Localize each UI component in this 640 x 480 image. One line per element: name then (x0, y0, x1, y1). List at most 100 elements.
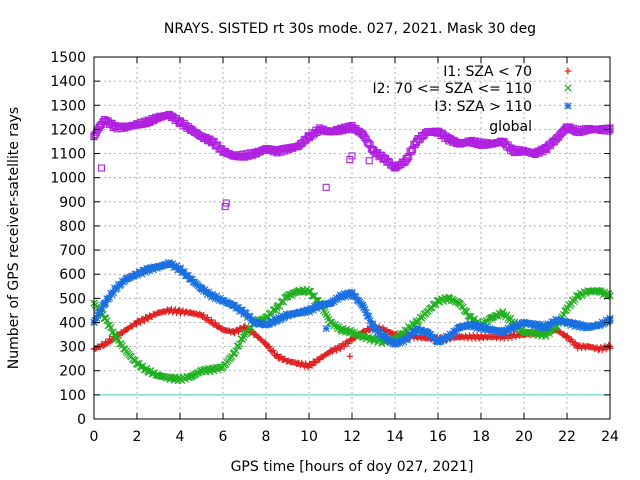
chart-title: NRAYS. SISTED rt 30s mode. 027, 2021. Ma… (164, 21, 536, 37)
trace-point-i3-sza-110 (465, 322, 474, 330)
trace-point-i1-sza-70 (337, 345, 344, 352)
trace-point-i1-sza-70 (341, 343, 348, 350)
trace-point-i1-sza-70 (99, 342, 107, 349)
trace-point-i3-sza-110 (472, 322, 480, 330)
trace-point-global (403, 154, 412, 162)
y-tick-label: 900 (59, 195, 86, 211)
y-tick-label: 1100 (50, 147, 86, 163)
trace-point-i3-sza-110 (212, 292, 221, 300)
trace-point-i3-sza-110 (380, 331, 388, 339)
trace-point-i3-sza-110 (91, 316, 99, 325)
trace-point-i2-70-sza-110 (491, 312, 499, 320)
trace-point-i1-sza-70 (344, 340, 352, 347)
trace-point-i3-sza-110 (445, 333, 453, 342)
trace-point-i3-sza-110 (399, 338, 408, 346)
trace-point-i3-sza-110 (203, 290, 212, 298)
global-outlier-point (365, 157, 373, 165)
legend-label-2: I2: 70 <= SZA <= 110 (372, 81, 532, 97)
trace-point-i3-sza-110 (442, 332, 450, 340)
legend-marker-1 (564, 67, 572, 75)
trace-point-i3-sza-110 (536, 320, 544, 328)
trace-point-i2-70-sza-110 (280, 298, 288, 306)
trace-point-i1-sza-70 (262, 339, 269, 346)
x-axis-label: GPS time [hours of doy 027, 2021] (231, 459, 474, 475)
trace-point-i1-sza-70 (103, 340, 111, 347)
global-outlier-point (221, 203, 229, 211)
y-tick-label: 1400 (50, 74, 86, 90)
trace-point-i1-sza-70 (137, 319, 144, 326)
trace-point-i3-sza-110 (550, 318, 559, 326)
trace-point-i1-sza-70 (268, 348, 276, 355)
trace-point-i3-sza-110 (477, 325, 485, 333)
trace-point-i3-sza-110 (407, 332, 415, 340)
global-outlier-point (97, 164, 106, 172)
trace-point-i3-sza-110 (278, 312, 286, 320)
trace-point-i3-sza-110 (481, 325, 489, 334)
trace-point-i3-sza-110 (365, 312, 373, 321)
global-outlier-point (322, 183, 330, 191)
trace-point-i1-sza-70 (204, 314, 211, 321)
trace-point-i3-sza-110 (209, 290, 217, 298)
trace-point-i3-sza-110 (361, 305, 369, 313)
x-tick-label: 10 (300, 429, 318, 445)
trace-point-i3-sza-110 (180, 268, 188, 276)
trace-point-i1-sza-70 (235, 328, 242, 335)
trace-point-i3-sza-110 (281, 313, 289, 321)
trace-point-i1-sza-70 (308, 362, 316, 369)
series-3 (90, 258, 614, 348)
trace-point-i2-70-sza-110 (285, 291, 293, 299)
trace-point-i1-sza-70 (307, 361, 314, 368)
trace-point-i3-sza-110 (505, 327, 514, 335)
trace-point-i3-sza-110 (434, 336, 443, 344)
trace-point-i3-sza-110 (94, 312, 102, 320)
trace-point-i1-sza-70 (605, 342, 612, 349)
x-tick-label: 8 (262, 429, 271, 445)
i1-outlier-point (346, 353, 354, 360)
global-outlier-point (348, 152, 356, 160)
x-tick-label: 6 (219, 429, 228, 445)
trace-point-i3-sza-110 (496, 327, 504, 335)
legend-marker-2 (564, 84, 572, 92)
x-tick-label: 18 (472, 429, 490, 445)
y-tick-label: 200 (59, 364, 86, 380)
trace-point-i1-sza-70 (208, 316, 215, 324)
legend-marker-3 (564, 102, 572, 110)
trace-point-i3-sza-110 (513, 323, 521, 331)
trace-point-i3-sza-110 (105, 294, 114, 302)
trace-point-global (407, 147, 415, 156)
y-tick-label: 1500 (50, 50, 86, 66)
x-tick-label: 4 (176, 429, 185, 445)
y-tick-label: 100 (59, 388, 86, 404)
trace-point-i2-70-sza-110 (232, 347, 240, 355)
trace-point-i3-sza-110 (362, 309, 370, 317)
trace-point-i3-sza-110 (579, 324, 587, 332)
y-tick-label: 500 (59, 291, 86, 307)
outliers (97, 152, 373, 360)
x-tick-label: 20 (515, 429, 533, 445)
trace-point-i3-sza-110 (269, 318, 277, 326)
legend-label-1: I1: SZA < 70 (443, 64, 532, 80)
x-tick-label: 24 (601, 429, 619, 445)
trace-point-i3-sza-110 (352, 293, 360, 301)
trace-point-i2-70-sza-110 (139, 362, 147, 370)
trace-point-i3-sza-110 (274, 313, 283, 321)
trace-point-i3-sza-110 (602, 316, 610, 324)
axis-ticks: 0 2 4 6 8 10 12 14 16 18 20 22 240100200300400500600… (50, 50, 619, 445)
trace-point-i3-sza-110 (403, 335, 412, 344)
series-4 (90, 110, 614, 172)
y-axis-label: Number of GPS receiver-satellite rays (6, 107, 22, 369)
trace-point-i3-sza-110 (265, 320, 274, 328)
trace-point-i1-sza-70 (200, 311, 207, 319)
trace-point-i3-sza-110 (340, 289, 348, 298)
x-tick-label: 16 (429, 429, 447, 445)
trace-point-i3-sza-110 (358, 301, 366, 309)
trace-point-i3-sza-110 (184, 271, 192, 280)
trace-point-i3-sza-110 (501, 328, 510, 336)
trace-point-i3-sza-110 (473, 324, 481, 332)
legend-label-4: global (489, 119, 532, 135)
x-tick-label: 22 (558, 429, 576, 445)
trace-point-i1-sza-70 (107, 338, 114, 345)
trace-point-i3-sza-110 (273, 317, 281, 325)
trace-point-i3-sza-110 (605, 317, 613, 325)
